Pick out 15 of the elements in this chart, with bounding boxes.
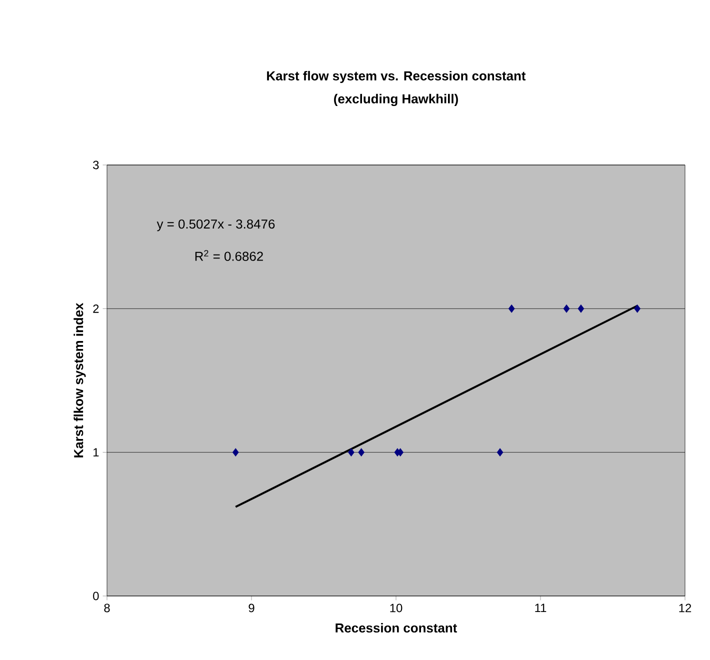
x-tick-label: 9 <box>248 604 254 612</box>
chart-title: Karst flow system vs. Recession constant <box>267 70 526 84</box>
x-tick-label: 8 <box>104 604 110 612</box>
y-tick-label: 1 <box>93 448 99 456</box>
annotation: y = 0.5027x - 3.8476 <box>156 219 275 232</box>
annotation: R$^{2}$ = 0.6862 <box>195 250 263 261</box>
y-tick-label: 2 <box>93 304 99 313</box>
x-tick-label: 10 <box>390 604 402 612</box>
x-tick-label: 11 <box>535 604 546 612</box>
chart-subtitle: (excluding Hawkhill) <box>334 94 458 106</box>
x-tick-label: 12 <box>679 604 692 612</box>
y-tick-label: 0 <box>93 592 99 600</box>
x-axis-title: Recession constant <box>336 623 458 633</box>
y-axis-title: Karst flkow system index <box>74 302 86 458</box>
y-tick-label: 3 <box>93 160 99 170</box>
